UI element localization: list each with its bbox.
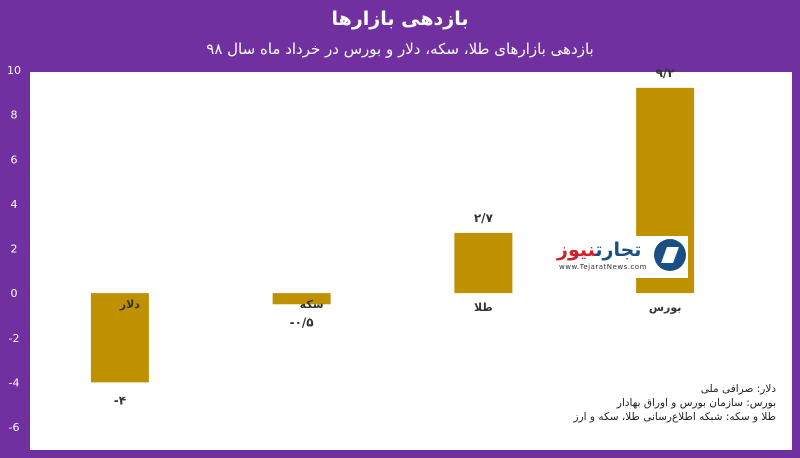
y-axis: 10 8 6 4 2 0 -2 -4 -6 xyxy=(7,64,21,434)
y-tick-label: -4 xyxy=(9,376,20,389)
y-tick-label: 6 xyxy=(11,153,18,166)
source-line: طلا و سکه: شبکه اطلاع‌رسانی طلا، سکه و ا… xyxy=(573,411,776,423)
data-label: ۹/۲ xyxy=(656,66,676,80)
data-label: -۴ xyxy=(114,393,126,407)
chart-subtitle: بازدهی بازارهای طلا، سکه، دلار و بورس در… xyxy=(206,40,594,58)
logo-url: www.TejaratNews.com xyxy=(559,263,647,271)
category-label: دلار xyxy=(119,298,141,311)
data-label: -۰/۵ xyxy=(290,315,314,329)
y-tick-label: 4 xyxy=(11,198,18,211)
bar xyxy=(90,293,149,383)
data-label: ۲/۷ xyxy=(474,211,494,225)
source-line: بورس: سازمان بورس و اوراق بهادار xyxy=(616,397,776,409)
y-tick-label: -6 xyxy=(9,421,20,434)
logo-name-red: نیوز xyxy=(557,239,596,261)
tejarat-news-logo-icon xyxy=(654,239,686,271)
source-line: دلار: صرافی ملی xyxy=(700,383,776,395)
sources-note: دلار: صرافی ملی بورس: سازمان بورس و اورا… xyxy=(574,382,776,424)
y-tick-label: -2 xyxy=(9,332,20,345)
brand-logo: تجارتنیوز www.TejaratNews.com xyxy=(555,236,688,278)
chart-title: بازدهی بازارها xyxy=(331,8,469,30)
logo-name-blue: تجارت xyxy=(595,239,642,261)
bar xyxy=(454,232,513,294)
logo-wordmark: تجارتنیوز xyxy=(557,239,641,261)
y-tick-label: 10 xyxy=(7,64,21,77)
y-tick-label: 0 xyxy=(11,287,18,300)
category-label: بورس xyxy=(649,301,682,314)
category-label: طلا xyxy=(474,301,493,314)
category-label: سکه xyxy=(300,298,324,311)
y-tick-label: 8 xyxy=(11,109,18,122)
bar xyxy=(272,293,331,305)
y-tick-label: 2 xyxy=(11,243,18,256)
